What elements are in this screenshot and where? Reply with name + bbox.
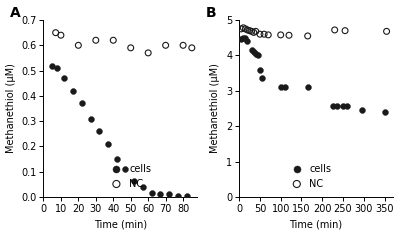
cells [87,117,94,121]
cells [148,191,155,195]
cells [238,38,244,41]
NC [162,43,169,47]
X-axis label: Time (min): Time (min) [290,219,342,229]
NC [110,38,116,42]
cells [278,85,284,88]
NC [58,33,64,37]
NC [180,43,186,47]
cells [330,104,336,108]
NC [261,32,267,36]
NC [248,29,255,33]
NC [278,33,284,37]
cells [259,77,265,80]
NC [75,43,82,47]
cells [70,89,76,93]
cells [248,48,255,52]
cells [240,37,246,40]
cells [257,68,263,72]
NC [240,26,246,30]
cells [381,110,388,114]
NC [238,27,244,31]
cells [166,192,172,196]
NC [52,31,59,35]
cells [340,105,346,108]
Legend: cells, NC: cells, NC [107,164,151,188]
cells [54,66,60,70]
NC [242,27,249,31]
cells [244,39,251,43]
NC [252,29,259,33]
NC [189,46,195,50]
X-axis label: Time (min): Time (min) [94,219,147,229]
NC [342,29,348,32]
NC [128,46,134,50]
NC [265,33,272,37]
cells [49,64,55,67]
cells [96,129,102,133]
NC [286,33,292,37]
NC [383,29,390,33]
cells [105,142,111,146]
cells [157,192,164,196]
cells [114,157,120,161]
cells [358,108,365,112]
NC [257,32,263,36]
Y-axis label: Methanethiol (μM): Methanethiol (μM) [210,63,220,153]
NC [250,31,257,34]
cells [61,76,68,80]
cells [122,167,129,171]
cells [344,105,350,108]
cells [252,52,259,55]
cells [140,185,146,189]
cells [282,85,288,89]
NC [246,29,253,32]
Legend: cells, NC: cells, NC [287,164,332,188]
cells [131,179,138,182]
cells [175,194,181,198]
cells [250,50,257,54]
NC [332,28,338,32]
cells [79,102,85,105]
cells [183,194,190,198]
cells [242,36,249,40]
cells [334,104,340,108]
Text: A: A [10,6,20,20]
Y-axis label: Methanethiol (μM): Methanethiol (μM) [6,63,16,153]
cells [304,85,311,89]
NC [244,28,251,32]
Text: B: B [205,6,216,20]
NC [93,38,99,42]
NC [304,34,311,38]
cells [255,53,261,57]
NC [145,51,151,55]
